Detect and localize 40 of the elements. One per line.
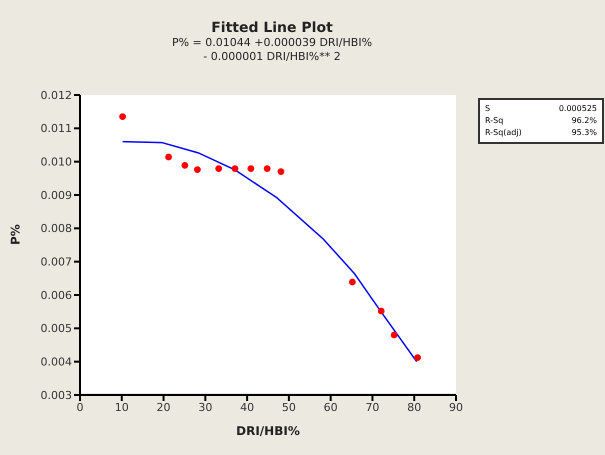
chart-subtitle: P% = 0.01044 +0.000039 DRI/HBI% - 0.000001 DRI/HBI%** 2 bbox=[170, 36, 374, 64]
x-tick-label: 0 bbox=[76, 400, 84, 414]
y-tick-label: 0.003 bbox=[40, 388, 72, 402]
x-tick-label: 90 bbox=[449, 400, 463, 414]
point bbox=[390, 332, 398, 338]
point bbox=[378, 308, 385, 314]
x-axis-title: DRI/HBI% bbox=[236, 424, 300, 438]
point bbox=[349, 278, 356, 286]
chart-title: Fitted Line Plot bbox=[210, 20, 334, 36]
y-axis-title: P% bbox=[8, 224, 22, 245]
text: R-Sq 96.2% bbox=[485, 116, 597, 125]
point bbox=[165, 154, 172, 160]
y-tick-label: 0.011 bbox=[40, 122, 72, 136]
x-tick-label: 60 bbox=[324, 400, 338, 414]
point bbox=[278, 168, 284, 176]
text: S 0.000525 bbox=[485, 104, 597, 113]
x-tick-label: 20 bbox=[156, 400, 171, 414]
y-tick-label: 0.010 bbox=[40, 156, 72, 169]
point bbox=[414, 354, 421, 362]
point bbox=[232, 165, 238, 172]
text: R-Sq(adj) 95.3% bbox=[485, 128, 597, 137]
y-tick-label: 0.008 bbox=[40, 222, 72, 236]
y-tick-label: 0.009 bbox=[40, 188, 72, 202]
x-tick-label: 30 bbox=[198, 400, 212, 414]
y-tick-label: 0.005 bbox=[40, 322, 72, 336]
y-tick-label: 0.006 bbox=[40, 288, 72, 302]
x-tick-label: 40 bbox=[240, 400, 254, 414]
point bbox=[119, 113, 126, 120]
point bbox=[264, 165, 271, 172]
y-tick-label: 0.012 bbox=[40, 88, 72, 102]
y-tick-label: 0.004 bbox=[40, 356, 72, 369]
x-tick-label: 50 bbox=[282, 400, 296, 414]
y-tick-label: 0.007 bbox=[40, 256, 72, 269]
x-tick-label: 10 bbox=[114, 400, 129, 414]
point bbox=[215, 165, 222, 172]
x-tick-label: 80 bbox=[407, 400, 422, 414]
point bbox=[181, 162, 188, 169]
point bbox=[194, 166, 201, 174]
point bbox=[247, 165, 254, 172]
x-tick-label: 70 bbox=[365, 400, 380, 414]
